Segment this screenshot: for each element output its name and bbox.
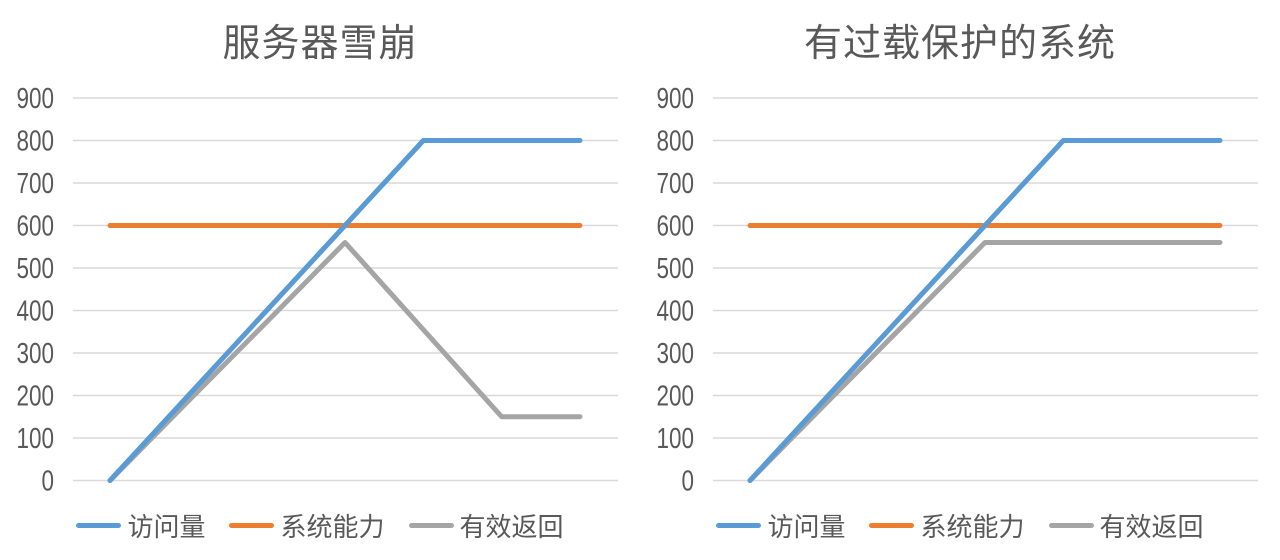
legend-item-visits: 访问量 xyxy=(716,507,845,544)
y-tick-label-500: 500 xyxy=(657,253,695,285)
legend-label-effective-return: 有效返回 xyxy=(1099,511,1204,542)
y-tick-label-300: 300 xyxy=(17,338,55,370)
y-tick-label-400: 400 xyxy=(657,296,695,328)
y-tick-label-100: 100 xyxy=(17,423,55,455)
legend-item-effective-return: 有效返回 xyxy=(408,507,564,544)
y-tick-label-200: 200 xyxy=(17,381,55,413)
y-tick-label-400: 400 xyxy=(17,296,55,328)
legend-swatch-visits xyxy=(716,522,762,528)
y-tick-label-700: 700 xyxy=(657,168,695,200)
chart-overload-protected: 有过载保护的系统 0 100 200 300 400 500 600 700 800 900 访问… xyxy=(640,0,1280,560)
legend-label-effective-return: 有效返回 xyxy=(459,511,564,542)
legend-swatch-system-capacity xyxy=(229,522,275,528)
y-tick-label-600: 600 xyxy=(17,211,55,243)
chart-server-avalanche: 服务器雪崩 0 100 200 300 400 500 600 700 800 900 访问量 系统… xyxy=(0,23,640,546)
y-tick-label-900: 900 xyxy=(17,83,55,115)
series-line-effective-return xyxy=(107,240,583,483)
y-tick-label-100: 100 xyxy=(657,423,695,455)
legend-item-system-capacity: 系统能力 xyxy=(229,507,385,544)
series-line-effective-return xyxy=(747,240,1223,483)
y-tick-label-800: 800 xyxy=(17,126,55,158)
y-tick-label-600: 600 xyxy=(657,211,695,243)
legend-label-system-capacity: 系统能力 xyxy=(920,511,1025,542)
legend-right: 访问量 系统能力 有效返回 xyxy=(640,504,1280,546)
y-tick-label-0: 0 xyxy=(42,466,55,498)
legend-swatch-effective-return xyxy=(1048,522,1094,528)
legend-label-visits: 访问量 xyxy=(127,511,206,542)
y-tick-label-800: 800 xyxy=(657,126,695,158)
legend-swatch-effective-return xyxy=(408,522,454,528)
plot-area-left: 0 100 200 300 400 500 600 700 800 900 xyxy=(17,83,618,498)
plot-area-right: 0 100 200 300 400 500 600 700 800 900 xyxy=(657,83,1258,498)
legend-label-system-capacity: 系统能力 xyxy=(280,511,385,542)
y-tick-label-300: 300 xyxy=(657,338,695,370)
y-tick-label-500: 500 xyxy=(17,253,55,285)
chart-title-left: 服务器雪崩 xyxy=(222,23,418,65)
chart-title-right: 有过载保护的系统 xyxy=(803,23,1116,65)
legend-swatch-system-capacity xyxy=(869,522,915,528)
y-tick-label-0: 0 xyxy=(682,466,695,498)
legend-swatch-visits xyxy=(76,522,122,528)
series-line-visits xyxy=(747,138,1223,483)
y-tick-label-900: 900 xyxy=(657,83,695,115)
y-tick-label-700: 700 xyxy=(17,168,55,200)
legend-item-effective-return: 有效返回 xyxy=(1048,507,1204,544)
y-tick-label-200: 200 xyxy=(657,381,695,413)
legend-item-visits: 访问量 xyxy=(76,507,205,544)
legend-item-system-capacity: 系统能力 xyxy=(869,507,1025,544)
legend-left: 访问量 系统能力 有效返回 xyxy=(0,504,640,546)
legend-label-visits: 访问量 xyxy=(767,511,846,542)
series-line-visits xyxy=(107,138,583,483)
